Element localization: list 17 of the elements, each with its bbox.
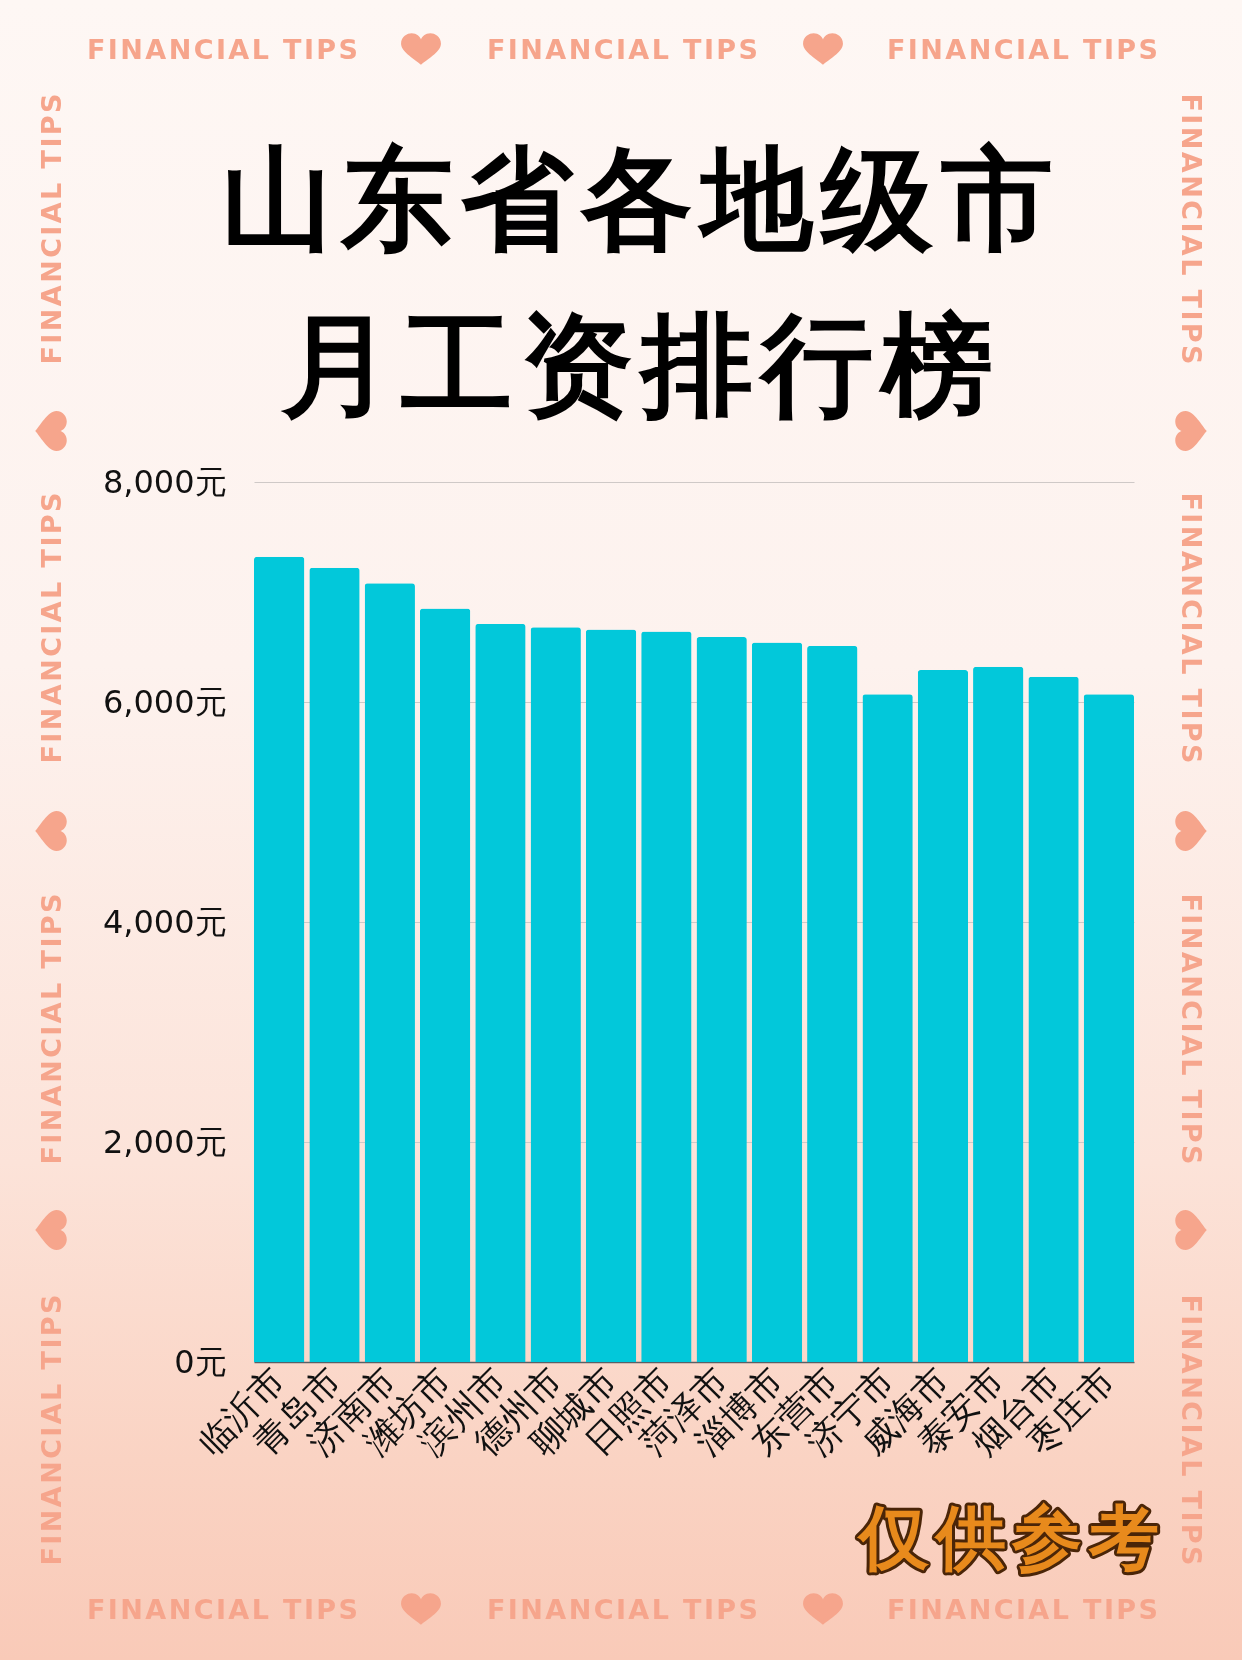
text: FINANCIAL TIPS (35, 93, 67, 365)
text: FINANCIAL TIPS (87, 33, 358, 65)
text: FINANCIAL TIPS (1175, 893, 1207, 1165)
y-tick-label: 8,000元 (102, 462, 227, 501)
y-tick-label: 2,000元 (102, 1122, 227, 1161)
text: FINANCIAL TIPS (1175, 492, 1207, 764)
text: FINANCIAL TIPS (35, 492, 67, 764)
text: FINANCIAL TIPS (35, 1294, 67, 1566)
text: FINANCIAL TIPS (35, 893, 67, 1165)
text: 仅供参考 (856, 1497, 1159, 1579)
text: FINANCIAL TIPS (487, 33, 758, 65)
chart-title: 山东省各地级市月工资排行榜 (220, 133, 1062, 432)
text: FINANCIAL TIPS (887, 33, 1158, 65)
text: FINANCIAL TIPS (1175, 93, 1207, 365)
y-tick-label: 6,000元 (102, 682, 227, 721)
y-tick-label: 0元 (174, 1342, 227, 1381)
y-tick-label: 4,000元 (102, 902, 227, 941)
